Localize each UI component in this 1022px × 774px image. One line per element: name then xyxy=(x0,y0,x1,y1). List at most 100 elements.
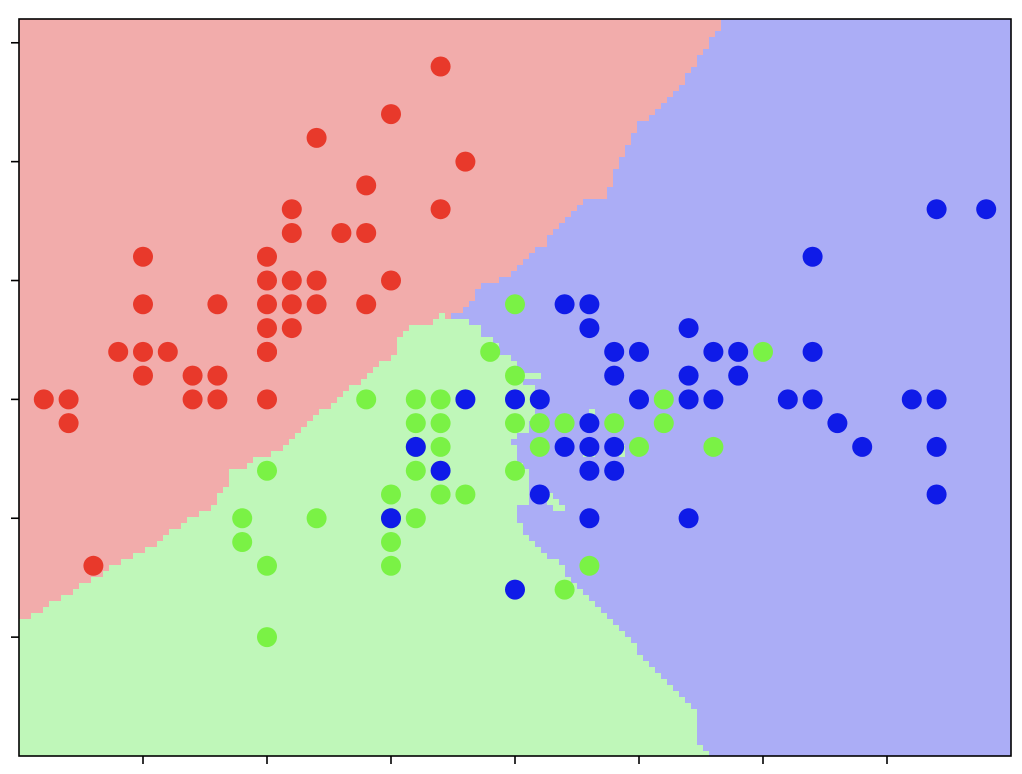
region-cell-blue xyxy=(985,85,992,92)
region-cell-blue xyxy=(751,37,758,44)
region-cell-red xyxy=(559,115,566,122)
region-cell-red xyxy=(265,49,272,56)
region-cell-red xyxy=(565,145,572,152)
region-cell-blue xyxy=(721,67,728,74)
region-cell-blue xyxy=(733,139,740,146)
region-cell-red xyxy=(31,127,38,134)
region-cell-red xyxy=(493,115,500,122)
region-cell-blue xyxy=(667,193,674,200)
region-cell-red xyxy=(349,133,356,140)
region-cell-blue xyxy=(967,25,974,32)
region-cell-red xyxy=(121,199,128,206)
region-cell-red xyxy=(577,85,584,92)
region-cell-red xyxy=(301,163,308,170)
region-cell-red xyxy=(685,61,692,68)
region-cell-red xyxy=(151,187,158,194)
region-cell-red xyxy=(589,115,596,122)
region-cell-red xyxy=(79,55,86,62)
region-cell-red xyxy=(151,151,158,158)
region-cell-red xyxy=(229,31,236,38)
region-cell-blue xyxy=(763,175,770,182)
region-cell-red xyxy=(43,115,50,122)
region-cell-red xyxy=(391,127,398,134)
region-cell-red xyxy=(493,49,500,56)
region-cell-red xyxy=(607,37,614,44)
region-cell-red xyxy=(139,157,146,164)
region-cell-blue xyxy=(721,25,728,32)
region-cell-blue xyxy=(787,55,794,62)
region-cell-blue xyxy=(739,79,746,86)
region-cell-red xyxy=(493,193,500,200)
region-cell-blue xyxy=(877,175,884,182)
region-cell-red xyxy=(151,61,158,68)
region-cell-red xyxy=(157,37,164,44)
region-cell-red xyxy=(667,49,674,56)
region-cell-blue xyxy=(715,169,722,176)
region-cell-red xyxy=(265,169,272,176)
region-cell-blue xyxy=(931,97,938,104)
region-cell-blue xyxy=(643,121,650,128)
region-cell-blue xyxy=(919,79,926,86)
region-cell-blue xyxy=(943,31,950,38)
region-cell-red xyxy=(361,169,368,176)
region-cell-blue xyxy=(817,43,824,50)
region-cell-blue xyxy=(907,37,914,44)
region-cell-red xyxy=(373,145,380,152)
region-cell-blue xyxy=(967,43,974,50)
region-cell-red xyxy=(217,181,224,188)
region-cell-red xyxy=(229,127,236,134)
region-cell-blue xyxy=(775,115,782,122)
region-cell-red xyxy=(613,157,620,164)
region-cell-red xyxy=(295,163,302,170)
region-cell-red xyxy=(187,151,194,158)
region-cell-red xyxy=(217,79,224,86)
region-cell-blue xyxy=(997,49,1004,56)
region-cell-red xyxy=(457,31,464,38)
region-cell-blue xyxy=(913,145,920,152)
region-cell-red xyxy=(133,61,140,68)
region-cell-blue xyxy=(793,37,800,44)
region-cell-red xyxy=(277,19,284,26)
region-cell-red xyxy=(67,139,74,146)
region-cell-blue xyxy=(823,163,830,170)
region-cell-blue xyxy=(949,43,956,50)
region-cell-red xyxy=(625,43,632,50)
region-cell-red xyxy=(613,97,620,104)
region-cell-red xyxy=(133,187,140,194)
region-cell-red xyxy=(565,175,572,182)
region-cell-blue xyxy=(997,139,1004,146)
region-cell-red xyxy=(397,85,404,92)
region-cell-red xyxy=(487,31,494,38)
region-cell-blue xyxy=(931,103,938,110)
region-cell-red xyxy=(175,109,182,116)
region-cell-blue xyxy=(715,139,722,146)
region-cell-blue xyxy=(715,109,722,116)
region-cell-red xyxy=(307,181,314,188)
region-cell-red xyxy=(319,49,326,56)
region-cell-red xyxy=(325,115,332,122)
region-cell-red xyxy=(337,127,344,134)
region-cell-red xyxy=(403,151,410,158)
region-cell-red xyxy=(481,163,488,170)
region-cell-blue xyxy=(733,157,740,164)
region-cell-red xyxy=(325,151,332,158)
region-cell-blue xyxy=(679,139,686,146)
region-cell-blue xyxy=(1003,25,1010,32)
region-cell-blue xyxy=(751,73,758,80)
region-cell-blue xyxy=(925,181,932,188)
region-cell-red xyxy=(331,193,338,200)
region-cell-blue xyxy=(805,151,812,158)
region-cell-red xyxy=(97,127,104,134)
region-cell-blue xyxy=(673,181,680,188)
region-cell-red xyxy=(121,37,128,44)
region-cell-blue xyxy=(907,19,914,26)
region-cell-red xyxy=(181,31,188,38)
region-cell-blue xyxy=(793,25,800,32)
region-cell-red xyxy=(355,43,362,50)
region-cell-red xyxy=(49,73,56,80)
region-cell-red xyxy=(73,151,80,158)
region-cell-red xyxy=(403,109,410,116)
region-cell-blue xyxy=(733,169,740,176)
region-cell-red xyxy=(265,145,272,152)
region-cell-red xyxy=(67,43,74,50)
